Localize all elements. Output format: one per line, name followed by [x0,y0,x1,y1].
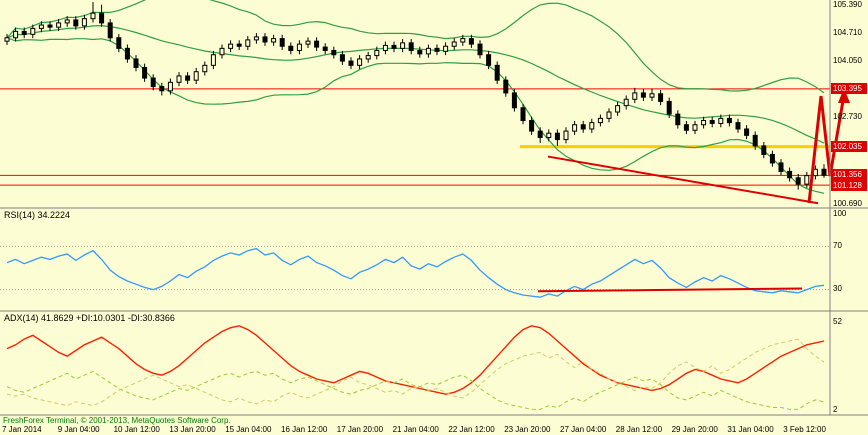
chart-canvas[interactable] [0,0,868,435]
